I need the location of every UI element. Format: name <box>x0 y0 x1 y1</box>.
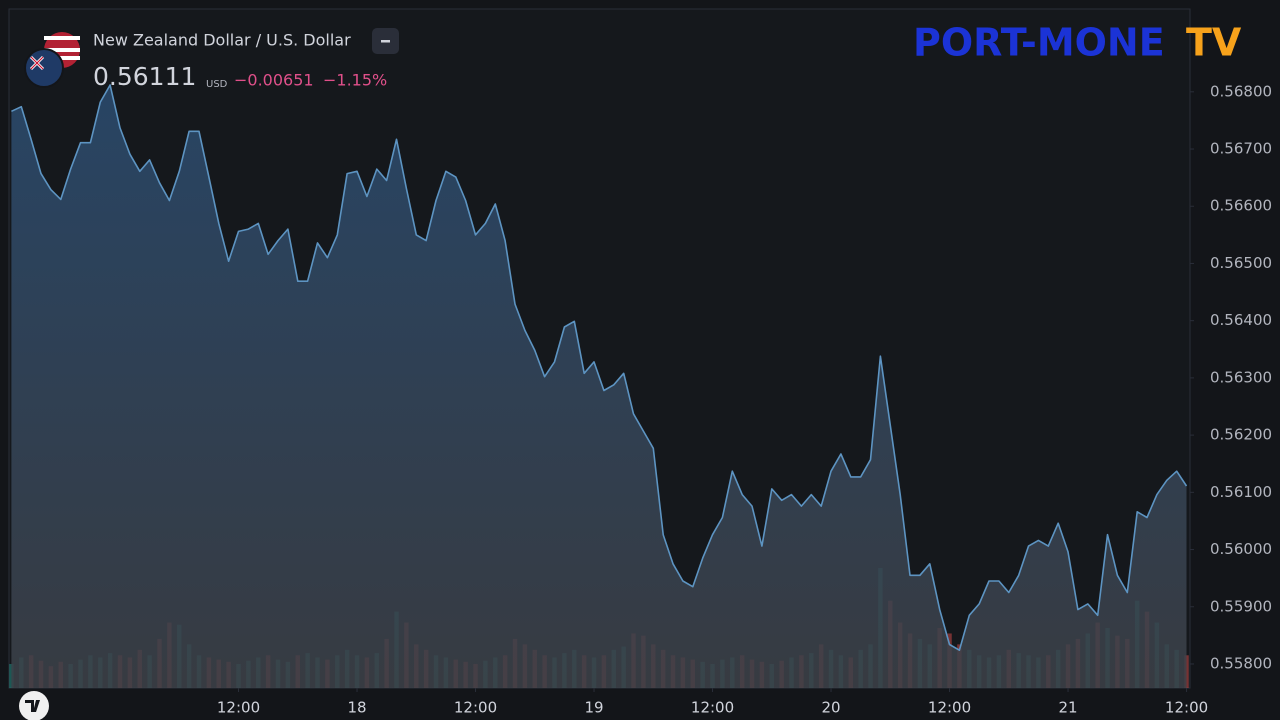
y-tick-label: 0.56400 <box>1210 311 1272 329</box>
area-fill <box>11 85 1187 688</box>
x-tick-label: 12:00 <box>454 699 497 717</box>
volume-bar <box>9 664 14 688</box>
y-tick-label: 0.56300 <box>1210 368 1272 386</box>
y-tick-label: 0.56500 <box>1210 254 1272 272</box>
us-flag-stripe <box>44 56 80 60</box>
y-tick-label: 0.56200 <box>1210 426 1272 444</box>
chart-title: New Zealand Dollar / U.S. Dollar <box>93 31 351 50</box>
change-percent: −1.15% <box>323 71 387 90</box>
area-layer <box>11 84 1188 688</box>
y-tick-label: 0.56800 <box>1210 82 1272 100</box>
price: 0.56111 <box>93 62 196 91</box>
y-tick-label: 0.56100 <box>1210 483 1272 501</box>
nz-flag-cross <box>30 56 44 70</box>
tv-logo-glyph <box>25 700 40 712</box>
y-tick-label: 0.55800 <box>1210 654 1272 672</box>
change: −0.00651 <box>234 71 314 90</box>
y-tick-label: 0.56000 <box>1210 540 1272 558</box>
price-line <box>11 84 1188 651</box>
volume-bar <box>1184 655 1189 688</box>
x-tick-label: 12:00 <box>217 699 260 717</box>
x-tick-label: 18 <box>347 699 366 717</box>
y-tick-label: 0.56700 <box>1210 140 1272 158</box>
x-tick-label: 12:00 <box>1165 699 1208 717</box>
us-flag-stripe <box>44 48 80 52</box>
y-tick-label: 0.55900 <box>1210 597 1272 615</box>
logo-main: PORT-MONE <box>913 21 1165 65</box>
currency: USD <box>206 79 228 90</box>
y-tick-label: 0.56600 <box>1210 197 1272 215</box>
us-flag-stripe <box>44 36 80 40</box>
x-tick-label: 12:00 <box>928 699 971 717</box>
logo-tail: TV <box>1186 21 1242 65</box>
x-tick-label: 19 <box>584 699 603 717</box>
x-tick-label: 20 <box>821 699 840 717</box>
axes: 0.55800 0.55900 0.56000 0.56100 0.56200 0.563… <box>217 82 1272 716</box>
collapse-icon <box>381 40 390 43</box>
x-tick-label: 12:00 <box>691 699 734 717</box>
x-tick-label: 21 <box>1058 699 1077 717</box>
